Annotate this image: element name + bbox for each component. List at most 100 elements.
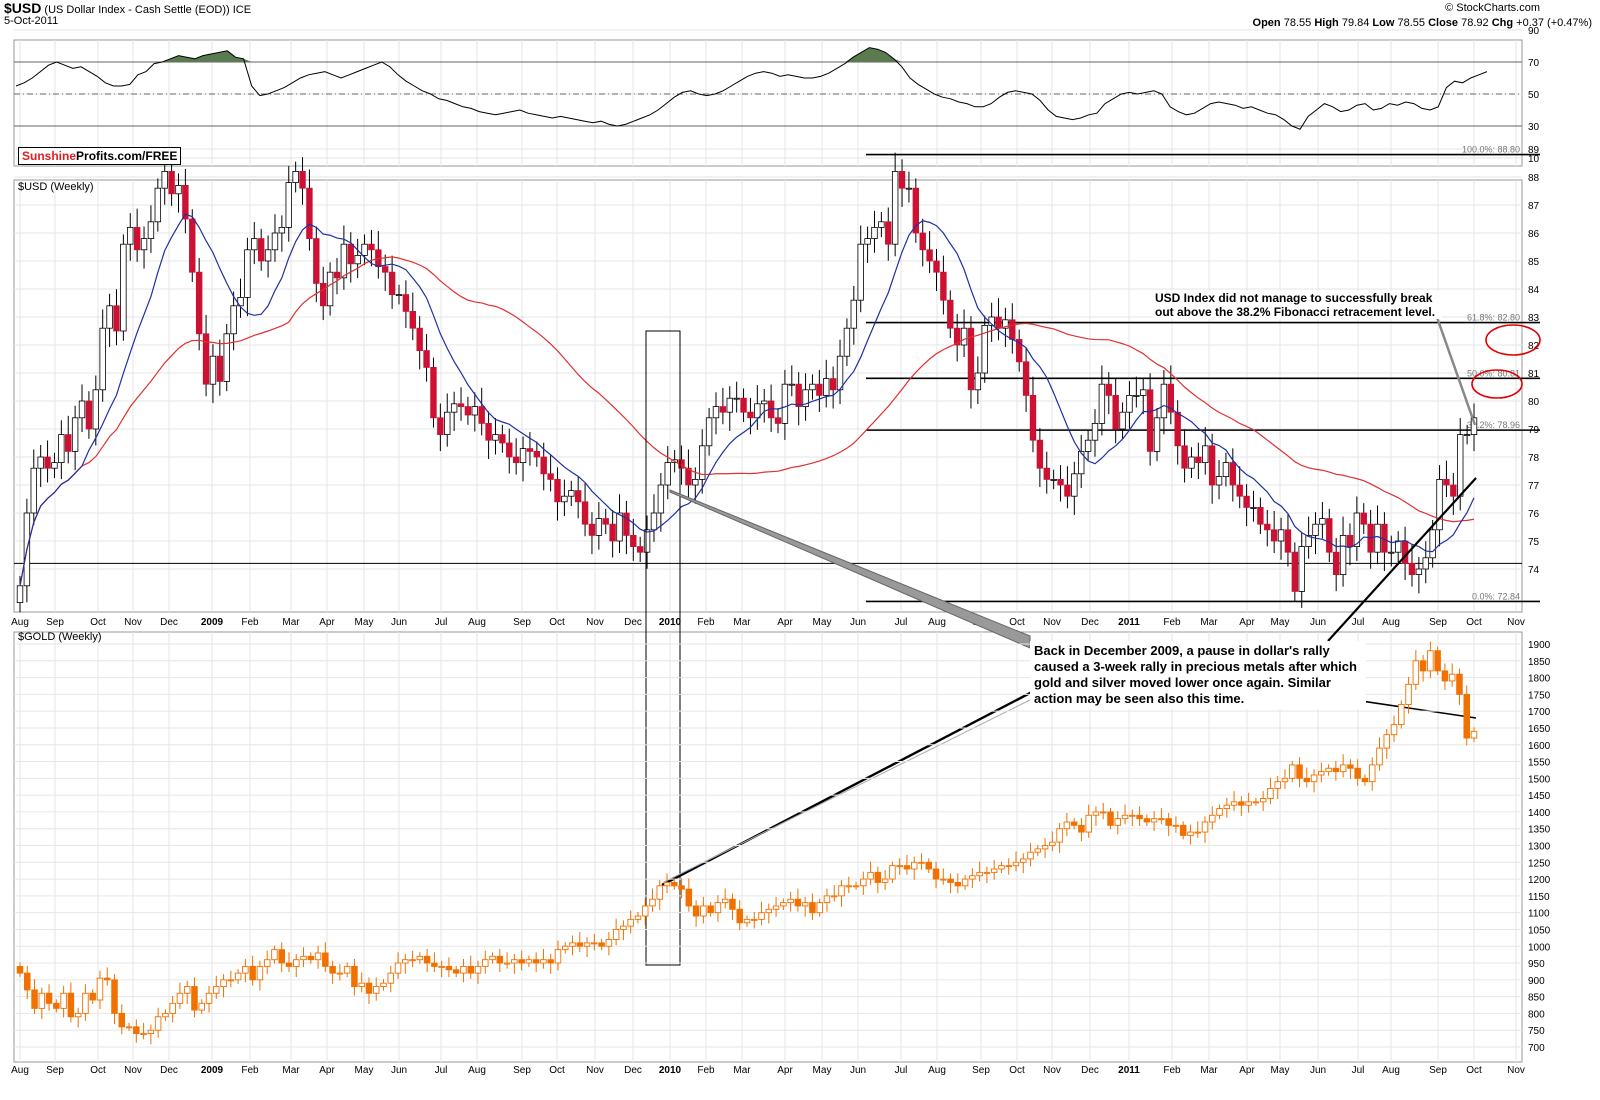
usd-candle [1401, 540, 1409, 564]
usd-candle [623, 512, 630, 536]
usd-candle [175, 184, 182, 195]
gold-annotation-text: Back in December 2009, a pause in dollar… [1030, 641, 1366, 709]
usd-candle [574, 490, 582, 503]
gold-candle [1172, 824, 1180, 827]
gold-candle [60, 992, 67, 1009]
usd-candle [347, 243, 354, 265]
gold-candle [1179, 824, 1187, 836]
usd-candle [444, 411, 451, 436]
usd-x-tick-label: Apr [319, 617, 335, 628]
gold-candle [489, 955, 496, 961]
gold-candle [809, 902, 816, 914]
gold-candle [852, 885, 860, 888]
gold-candle [256, 965, 264, 981]
gold-candle [198, 1002, 205, 1011]
usd-x-tick-label: May [355, 617, 374, 628]
gold-candle [1274, 781, 1281, 789]
gold-candle [1347, 764, 1354, 769]
usd-candle [285, 182, 292, 228]
usd-candle [981, 324, 988, 374]
gold-x-tick-label: Mar [733, 1065, 751, 1076]
usd-y-tick-label: 85 [1528, 257, 1540, 268]
usd-candle [581, 501, 589, 525]
usd-candle [1443, 478, 1450, 486]
usd-candle [430, 366, 437, 419]
gold-y-tick-label: 900 [1528, 976, 1545, 987]
gold-candle [1470, 730, 1478, 739]
gold-candle [394, 962, 402, 974]
usd-x-tick-label: Oct [549, 617, 565, 628]
gold-candle [1296, 764, 1303, 779]
gold-x-tick-label: Feb [241, 1065, 259, 1076]
gold-candle [409, 959, 416, 962]
gold-y-tick-label: 1900 [1528, 640, 1551, 651]
gold-x-tick-label: Feb [697, 1065, 715, 1076]
gold-candle [714, 902, 722, 914]
gold-x-tick-label: Jun [850, 1065, 866, 1076]
usd-candle [754, 403, 761, 419]
usd-candle [802, 389, 809, 407]
dec-2009-highlight-box [645, 330, 681, 966]
usd-candle [1029, 394, 1037, 441]
gold-candle [1158, 818, 1165, 821]
usd-note-pointer [1431, 305, 1477, 426]
gold-candle [1441, 670, 1449, 682]
gold-candle [649, 898, 656, 907]
usd-candle [161, 170, 168, 189]
gold-candle [1020, 858, 1027, 863]
gold-candle [1238, 801, 1245, 806]
gold-candle [889, 865, 896, 880]
usd-candle [1167, 383, 1174, 413]
usd-y-tick-label: 82 [1528, 341, 1540, 352]
gold-x-tick-label: 2009 [201, 1065, 224, 1076]
usd-y-tick-label: 76 [1528, 509, 1540, 520]
gold-candle [1041, 845, 1049, 850]
gold-candle [525, 959, 533, 964]
gold-candle [1361, 777, 1369, 783]
usd-x-tick-label: Jun [391, 617, 407, 628]
gold-candle [1405, 683, 1412, 705]
gold-y-tick-label: 1650 [1528, 724, 1551, 735]
gold-candle [125, 1026, 133, 1029]
chart-title: $USD (US Dollar Index - Cash Settle (EOD… [4, 1, 251, 17]
usd-candle [726, 397, 733, 413]
usd-candle [1436, 478, 1443, 531]
usd-candle [843, 327, 851, 357]
usd-candle [1319, 518, 1326, 525]
gold-candle [925, 861, 933, 870]
gold-x-tick-label: Jul [435, 1065, 448, 1076]
gold-candle [554, 949, 562, 964]
gold-candle [416, 955, 424, 961]
usd-candle [471, 406, 479, 416]
usd-x-tick-label: 2009 [201, 617, 224, 628]
gold-candle [1223, 804, 1231, 810]
gold-candle [518, 959, 525, 964]
usd-x-tick-label: Nov [1507, 617, 1525, 628]
usd-candle [712, 406, 720, 419]
usd-candle [395, 294, 403, 297]
usd-y-tick-label: 81 [1528, 369, 1540, 380]
gold-x-tick-label: Nov [586, 1065, 604, 1076]
gold-x-tick-label: 2010 [659, 1065, 682, 1076]
usd-candle [1229, 462, 1237, 486]
usd-candle [705, 417, 713, 447]
usd-candle [416, 327, 423, 352]
usd-candle [554, 478, 561, 503]
usd-candle [78, 400, 86, 419]
usd-candle [1146, 389, 1154, 452]
gold-y-tick-label: 1200 [1528, 875, 1551, 886]
gold-candle [423, 955, 431, 964]
gold-candle [249, 965, 256, 981]
usd-candle [1291, 551, 1299, 592]
usd-candle [1236, 484, 1243, 497]
usd-candle [699, 445, 706, 480]
gold-candle [227, 979, 235, 982]
usd-candle [1208, 445, 1216, 486]
gold-candle [220, 979, 227, 987]
usd-candle [1215, 476, 1223, 486]
gold-candle [1412, 660, 1420, 685]
gold-x-tick-label: Sep [1429, 1065, 1447, 1076]
usd-candle [1415, 568, 1423, 575]
gold-candle [1005, 865, 1012, 868]
usd-candle [388, 271, 396, 296]
